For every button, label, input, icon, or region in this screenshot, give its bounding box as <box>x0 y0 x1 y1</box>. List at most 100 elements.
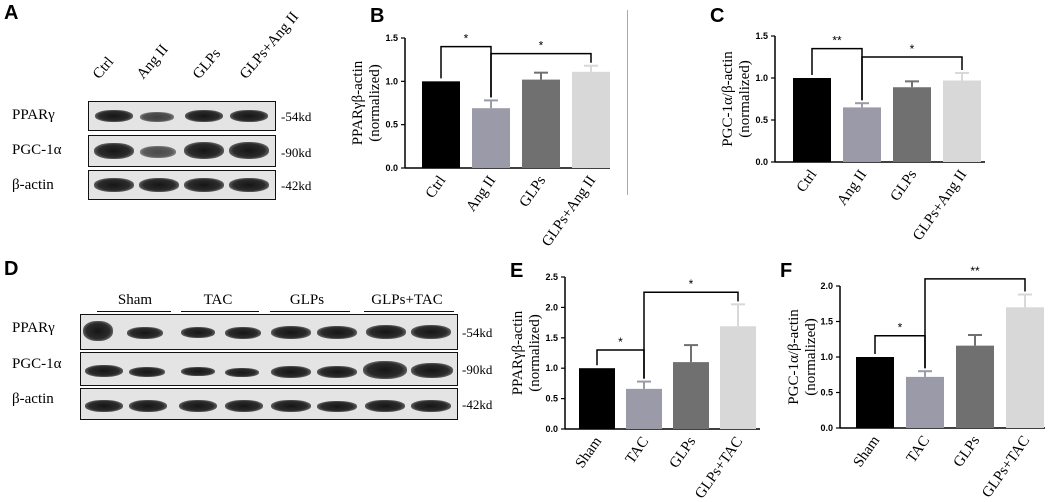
panel-letter-d: D <box>4 258 19 280</box>
significance-label: * <box>689 277 694 291</box>
significance-bracket <box>490 52 592 98</box>
lane-label-ctrl: Ctrl <box>89 54 118 83</box>
protein-label-ppar-d: PPARγ <box>12 320 55 336</box>
kd-label-pgc: -90kd <box>281 145 312 160</box>
bar-ang-ii <box>843 107 881 162</box>
y-tick-label: 2.5 <box>545 272 558 282</box>
blot-row-actin-d <box>80 388 458 420</box>
bar-glps-tac <box>720 326 756 429</box>
bar-chart-c: C 0.0 0.5 1.0 1.5 PGC-1α/β-actin (normalized) C… <box>710 5 985 244</box>
category-label: GLPs+Ang II <box>910 167 970 244</box>
significance-label: ** <box>970 264 980 278</box>
blot-row-pgc <box>88 135 276 167</box>
blot-row-ppar <box>88 101 276 131</box>
y-axis-label: PGC-1α/β-actin <box>720 51 736 147</box>
significance-label: * <box>910 42 915 56</box>
category-label: Ang II <box>834 167 870 209</box>
bar-glps <box>956 345 994 428</box>
y-axis-label-unit: (normalized) <box>527 314 543 391</box>
y-axis-label: PPARγβ-actin <box>510 310 526 395</box>
category-label: GLPs+TAC <box>692 434 746 502</box>
group-label-glps-tac: GLPs+TAC <box>371 292 443 308</box>
protein-label-pgc-d: PGC-1α <box>12 356 62 372</box>
bar-glps-ang-ii <box>572 71 610 168</box>
y-axis-label: PPARγβ-actin <box>350 60 366 145</box>
y-tick-label: 0.5 <box>545 394 558 404</box>
category-label: Ctrl <box>423 173 449 201</box>
protein-label-actin-d: β-actin <box>12 391 54 407</box>
bar-tac <box>906 376 944 428</box>
bar-ctrl <box>422 81 460 168</box>
y-tick-label: 1.0 <box>545 363 558 373</box>
category-label: GLPs+Ang II <box>539 173 599 250</box>
kd-label-ppar-d: -54kd <box>462 325 493 340</box>
y-tick-label: 1.5 <box>385 33 398 43</box>
category-label: GLPs <box>888 167 921 204</box>
panel-letter-e: E <box>510 260 523 282</box>
y-tick-label: 0.0 <box>385 163 398 173</box>
category-label: Sham <box>851 433 884 470</box>
panel-letter-b: B <box>370 5 384 27</box>
y-tick-label: 2.0 <box>545 302 558 312</box>
blot-row-ppar-d <box>80 314 458 350</box>
bar-glps <box>673 362 709 429</box>
y-tick-label: 1.0 <box>385 76 398 86</box>
y-axis-label: PGC-1α/β-actin <box>786 309 802 405</box>
bar-sham <box>579 368 615 429</box>
y-tick-label: 2.0 <box>820 281 833 291</box>
bar-glps <box>522 79 560 168</box>
group-line-glps-tac <box>364 311 454 312</box>
significance-label: * <box>464 32 469 46</box>
y-tick-label: 1.5 <box>545 333 558 343</box>
bar-tac <box>626 388 662 429</box>
group-line-tac <box>181 311 259 312</box>
panel-letter-c: C <box>710 5 724 27</box>
category-label: GLPs <box>951 433 984 470</box>
bar-sham <box>856 357 894 428</box>
blot-row-pgc-d <box>80 352 458 386</box>
significance-bracket <box>861 56 963 101</box>
category-label: GLPs <box>667 434 700 471</box>
y-tick-label: 1.0 <box>755 73 768 83</box>
kd-label-ppar: -54kd <box>281 109 312 124</box>
significance-bracket <box>924 278 1026 369</box>
bar-ctrl <box>793 78 831 162</box>
kd-label-actin: -42kd <box>281 178 312 193</box>
protein-label-actin: β-actin <box>12 177 54 193</box>
y-axis-label-unit: (normalized) <box>737 60 753 137</box>
category-label: Ctrl <box>794 167 820 195</box>
significance-bracket <box>643 291 739 379</box>
y-axis-label-unit: (normalized) <box>367 64 383 141</box>
y-axis-label-unit: (normalized) <box>803 318 819 395</box>
category-label: TAC <box>904 433 934 466</box>
y-tick-label: 1.0 <box>820 352 833 362</box>
bar-glps-ang-ii <box>943 80 981 162</box>
category-label: GLPs <box>517 173 550 210</box>
protein-label-pgc: PGC-1α <box>12 142 62 158</box>
group-line-sham <box>97 311 171 312</box>
group-line-glps <box>270 311 350 312</box>
kd-label-actin-d: -42kd <box>462 397 493 412</box>
protein-label-ppar: PPARγ <box>12 107 55 123</box>
bar-glps <box>893 87 931 162</box>
blot-row-actin <box>88 170 276 200</box>
bar-chart-f: F 0.0 0.5 1.0 1.5 2.0 PGC-1α/β-actin (normalize… <box>780 260 1045 501</box>
group-label-sham: Sham <box>117 292 153 308</box>
significance-label: * <box>898 321 903 335</box>
y-tick-label: 0.0 <box>755 157 768 167</box>
lane-label-ang-ii: Ang II <box>133 41 172 83</box>
significance-label: * <box>618 335 623 349</box>
panel-letter-a: A <box>4 2 19 24</box>
group-label-glps: GLPs <box>289 292 325 308</box>
y-tick-label: 0.5 <box>385 120 398 130</box>
y-tick-label: 1.5 <box>755 31 768 41</box>
bar-chart-e: E 0.0 0.5 1.0 1.5 2.0 2.5 PPARγβ-actin (normaliz… <box>510 260 760 502</box>
bar-glps-tac <box>1006 307 1044 428</box>
lane-label-glps: GLPs <box>189 45 225 83</box>
kd-label-pgc-d: -90kd <box>462 362 493 377</box>
category-label: Ang II <box>463 173 499 215</box>
y-tick-label: 0.0 <box>545 424 558 434</box>
category-label: TAC <box>623 434 653 467</box>
category-label: Sham <box>573 434 606 471</box>
